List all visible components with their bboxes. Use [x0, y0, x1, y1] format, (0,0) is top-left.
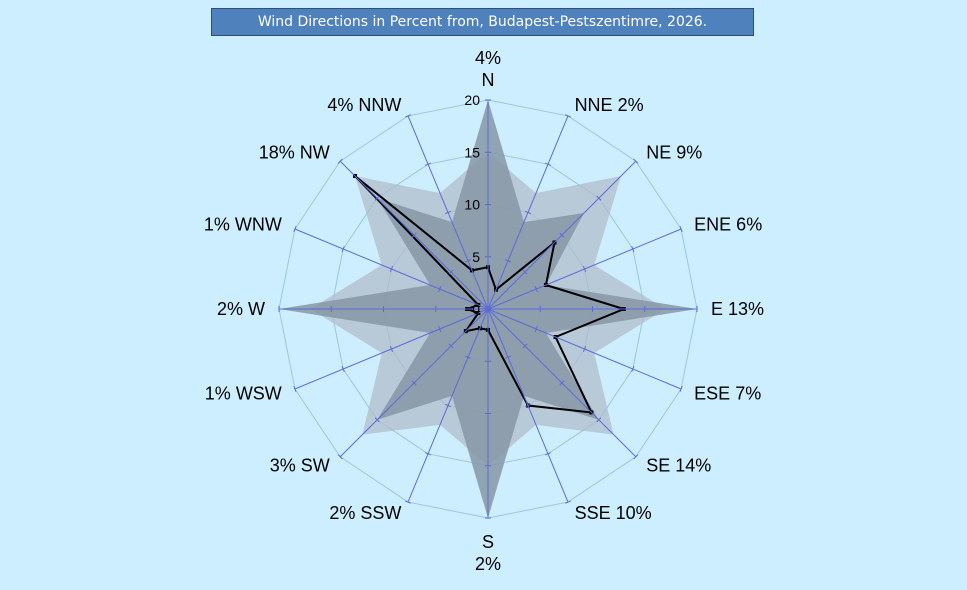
tick-mark	[341, 246, 345, 252]
tick-mark	[389, 346, 394, 352]
tick-mark	[425, 452, 431, 456]
tick-mark	[522, 269, 528, 275]
tick-mark	[559, 232, 565, 238]
tick-mark	[405, 114, 411, 118]
tick-mark	[341, 366, 345, 372]
tick-mark	[448, 343, 454, 349]
tick-mark	[465, 259, 471, 263]
tick-mark	[679, 226, 683, 232]
tick-mark	[545, 162, 551, 166]
tick-mark	[633, 158, 639, 164]
direction-label-nnw: 4% NNW	[327, 95, 401, 115]
direction-label-nw: 18% NW	[259, 143, 330, 163]
direction-label-s: S	[482, 532, 494, 552]
direction-label-sw: 3% SW	[270, 455, 330, 475]
tick-mark	[405, 500, 411, 504]
tick-mark	[438, 326, 442, 332]
tick-mark	[425, 162, 431, 166]
direction-label-w: 2% W	[217, 299, 265, 319]
percent-label-n: 4%	[475, 48, 501, 68]
tick-mark	[293, 226, 297, 232]
tick-mark	[445, 403, 451, 408]
tick-mark	[465, 355, 471, 359]
direction-label-n: N	[482, 70, 495, 90]
direction-label-wsw: 1% WSW	[205, 384, 282, 404]
tick-mark	[633, 454, 639, 460]
tick-mark	[565, 114, 571, 118]
tick-mark	[337, 158, 343, 164]
tick-mark	[631, 366, 635, 372]
tick-mark	[505, 259, 511, 263]
percent-label-s: 2%	[475, 554, 501, 574]
direction-label-ese: ESE 7%	[694, 384, 761, 404]
tick-mark	[525, 403, 531, 408]
tick-mark	[596, 195, 602, 201]
tick-mark	[534, 286, 538, 292]
tick-label-20: 20	[464, 92, 480, 108]
tick-mark	[565, 500, 571, 504]
tick-mark	[293, 386, 297, 392]
chart-title: Wind Directions in Percent from, Budapes…	[211, 8, 754, 36]
tick-mark	[411, 232, 417, 238]
direction-label-se: SE 14%	[646, 455, 711, 475]
axis-layer	[278, 99, 698, 519]
tick-label-15: 15	[464, 144, 480, 160]
direction-label-ne: NE 9%	[646, 143, 702, 163]
tick-mark	[411, 380, 417, 386]
tick-mark	[374, 195, 380, 201]
tick-mark	[522, 343, 528, 349]
tick-label-5: 5	[472, 249, 480, 265]
tick-mark	[505, 355, 511, 359]
direction-label-sse: SSE 10%	[575, 503, 652, 523]
direction-label-ene: ENE 6%	[694, 214, 762, 234]
direction-label-e: E 13%	[711, 299, 764, 319]
tick-mark	[374, 417, 380, 423]
tick-mark	[534, 326, 538, 332]
tick-mark	[582, 346, 587, 352]
direction-label-wnw: 1% WNW	[204, 214, 282, 234]
tick-mark	[448, 269, 454, 275]
tick-mark	[389, 266, 394, 272]
tick-mark	[679, 386, 683, 392]
tick-mark	[337, 454, 343, 460]
tick-mark	[631, 246, 635, 252]
tick-mark	[559, 380, 565, 386]
tick-mark	[596, 417, 602, 423]
tick-label-10: 10	[464, 197, 480, 213]
tick-mark	[525, 210, 531, 215]
label-layer: 0 5 10 15 20 4%N NNE 2% NE 9% ENE 6% E 13% ESE 7% S…	[204, 48, 764, 574]
tick-label-0: 0	[472, 301, 480, 317]
tick-mark	[445, 210, 451, 215]
tick-mark	[582, 266, 587, 272]
tick-mark	[438, 286, 442, 292]
tick-mark	[545, 452, 551, 456]
direction-label-ssw: 2% SSW	[329, 503, 401, 523]
direction-label-nne: NNE 2%	[575, 95, 644, 115]
